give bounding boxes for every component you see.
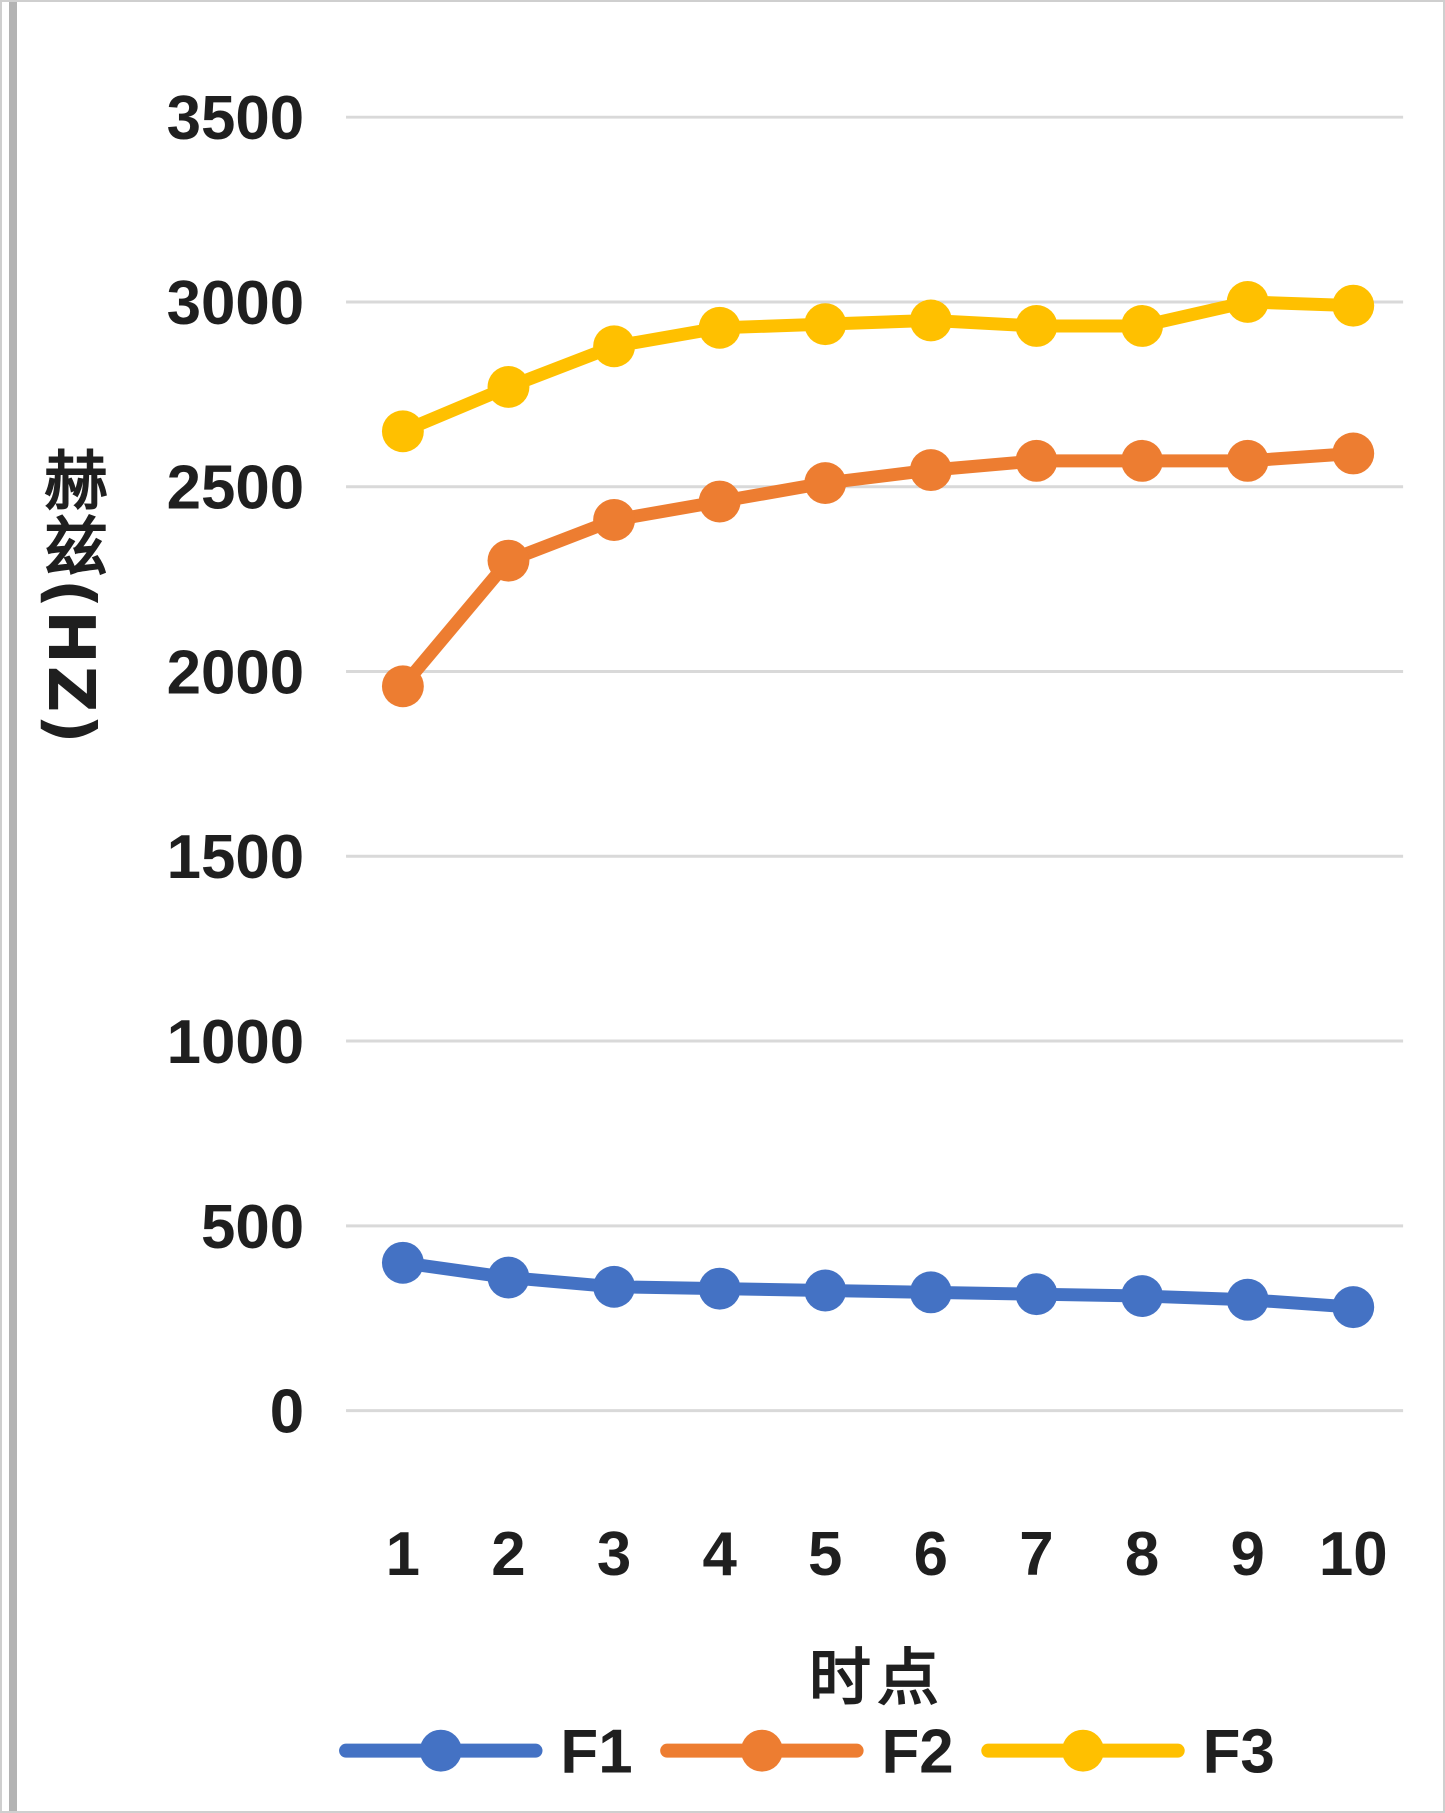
legend-label-F1: F1 — [560, 1718, 632, 1787]
x-tick-label: 5 — [808, 1520, 842, 1589]
data-point-F1 — [1121, 1275, 1163, 1317]
data-point-F2 — [698, 480, 741, 523]
legend-label-F2: F2 — [882, 1718, 954, 1787]
page-edge-artifact — [9, 2, 17, 1811]
data-point-F2 — [1121, 439, 1163, 482]
data-point-F1 — [698, 1267, 741, 1310]
data-point-F1 — [1332, 1286, 1375, 1329]
x-tick-label: 4 — [702, 1520, 737, 1589]
data-point-F2 — [1226, 439, 1269, 482]
legend: F1 F2 F3 — [339, 1718, 1275, 1787]
data-point-F2 — [593, 499, 636, 541]
y-tick-label: 500 — [201, 1193, 304, 1262]
x-axis-title: 时点 — [808, 1641, 945, 1714]
y-tick-label: 2500 — [167, 454, 305, 523]
y-tick-label: 1500 — [167, 823, 305, 892]
data-point-F3 — [1332, 284, 1375, 327]
y-tick-label: 0 — [270, 1378, 304, 1447]
gridlines — [346, 115, 1404, 1413]
x-tick-label: 9 — [1230, 1520, 1264, 1589]
x-tick-label: 7 — [1019, 1520, 1053, 1589]
data-point-F3 — [487, 366, 530, 408]
data-point-F2 — [487, 539, 530, 582]
legend-marker-F1 — [419, 1729, 462, 1772]
series-line-F3 — [396, 295, 1360, 438]
data-point-F3 — [593, 325, 636, 368]
data-point-F2 — [381, 665, 424, 708]
legend-marker-F2 — [740, 1729, 783, 1772]
y-tick-label: 3000 — [167, 269, 305, 338]
data-point-F3 — [909, 299, 952, 342]
data-point-F1 — [909, 1271, 952, 1314]
y-axis-title: 赫兹(HZ) — [33, 447, 107, 746]
x-tick-label: 2 — [491, 1520, 525, 1589]
legend-marker-F3 — [1062, 1729, 1104, 1772]
x-tick-label: 8 — [1125, 1520, 1159, 1589]
y-tick-label: 2000 — [167, 638, 305, 707]
x-tick-label: 1 — [386, 1520, 420, 1589]
data-point-F1 — [1015, 1273, 1058, 1316]
data-point-F1 — [593, 1265, 636, 1308]
data-point-F1 — [804, 1269, 847, 1312]
y-tick-label: 3500 — [167, 84, 305, 153]
data-point-F3 — [1121, 305, 1163, 347]
y-axis-tick-labels: 0 500 1000 1500 2000 2500 3000 3500 — [167, 84, 305, 1446]
y-tick-label: 1000 — [167, 1008, 305, 1077]
data-point-F1 — [1226, 1278, 1269, 1321]
data-point-F2 — [909, 449, 952, 492]
data-point-F3 — [804, 303, 847, 346]
data-point-F2 — [1015, 439, 1058, 482]
data-point-F3 — [381, 410, 424, 453]
legend-label-F3: F3 — [1203, 1718, 1275, 1787]
data-point-F3 — [1015, 305, 1058, 347]
data-point-F1 — [487, 1256, 530, 1299]
x-tick-label: 3 — [597, 1520, 631, 1589]
series-line-F2 — [396, 446, 1360, 693]
data-point-F1 — [381, 1241, 424, 1284]
x-axis-tick-labels: 1 2 3 4 5 6 7 8 9 10 — [386, 1520, 1388, 1589]
x-tick-label: 6 — [914, 1520, 948, 1589]
data-point-F3 — [698, 306, 741, 349]
series-line-F1 — [396, 1256, 1360, 1314]
data-point-F2 — [1332, 432, 1375, 475]
data-point-F3 — [1226, 281, 1269, 323]
series-lines — [381, 281, 1375, 1329]
x-tick-label: 10 — [1319, 1520, 1388, 1589]
data-point-F2 — [804, 462, 847, 504]
